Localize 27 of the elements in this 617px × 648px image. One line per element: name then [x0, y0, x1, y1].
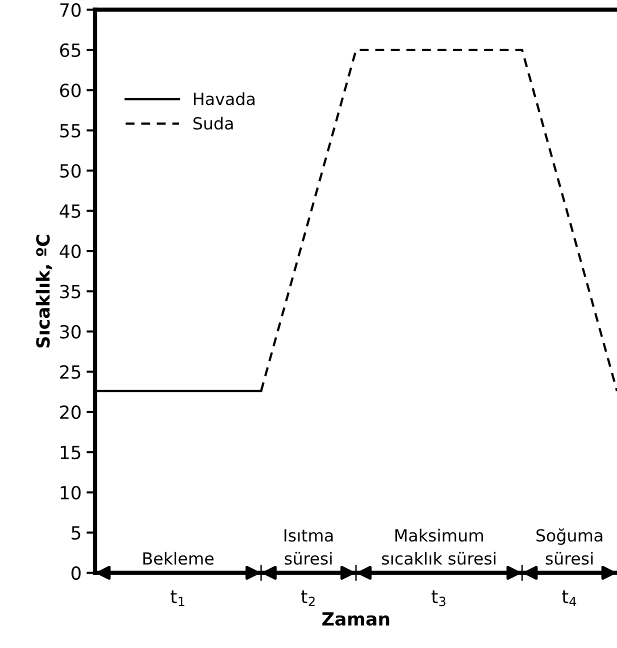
y-tick-label: 60	[60, 84, 81, 98]
annotation: Isıtma süresi	[284, 529, 333, 565]
text: t$_{4}$	[562, 590, 576, 606]
text: t$_{1}$	[170, 590, 184, 606]
y-tick-label: 5	[72, 526, 80, 540]
y-tick-label: 25	[60, 365, 80, 379]
y-axis-title: Sıcaklık, ºC	[36, 234, 52, 348]
y-tick-label: 55	[60, 124, 80, 138]
y-tick-label: 30	[60, 324, 81, 339]
y-tick-label: 10	[60, 486, 81, 500]
legend-label: Suda	[193, 116, 233, 130]
legend-label: Havada	[194, 92, 254, 106]
annotation: Soğuma süresi	[536, 528, 602, 565]
y-tick-label: 45	[60, 204, 80, 218]
y-tick-label: 65	[60, 43, 80, 58]
y-tick-label: 20	[60, 405, 81, 420]
y-tick-label: 0	[72, 566, 81, 580]
text: t$_{3}$	[432, 590, 446, 606]
annotation: Maksimum sıcaklık süresi	[382, 528, 496, 565]
text: t$_{2}$	[301, 590, 315, 606]
y-tick-label: 35	[60, 284, 80, 298]
y-tick-label: 15	[60, 446, 80, 460]
annotation: Bekleme	[143, 552, 214, 565]
y-tick-label: 50	[60, 164, 81, 178]
y-tick-label: 40	[60, 244, 81, 258]
y-tick-label: 70	[60, 3, 81, 17]
x-axis-title: Zaman	[322, 612, 390, 626]
